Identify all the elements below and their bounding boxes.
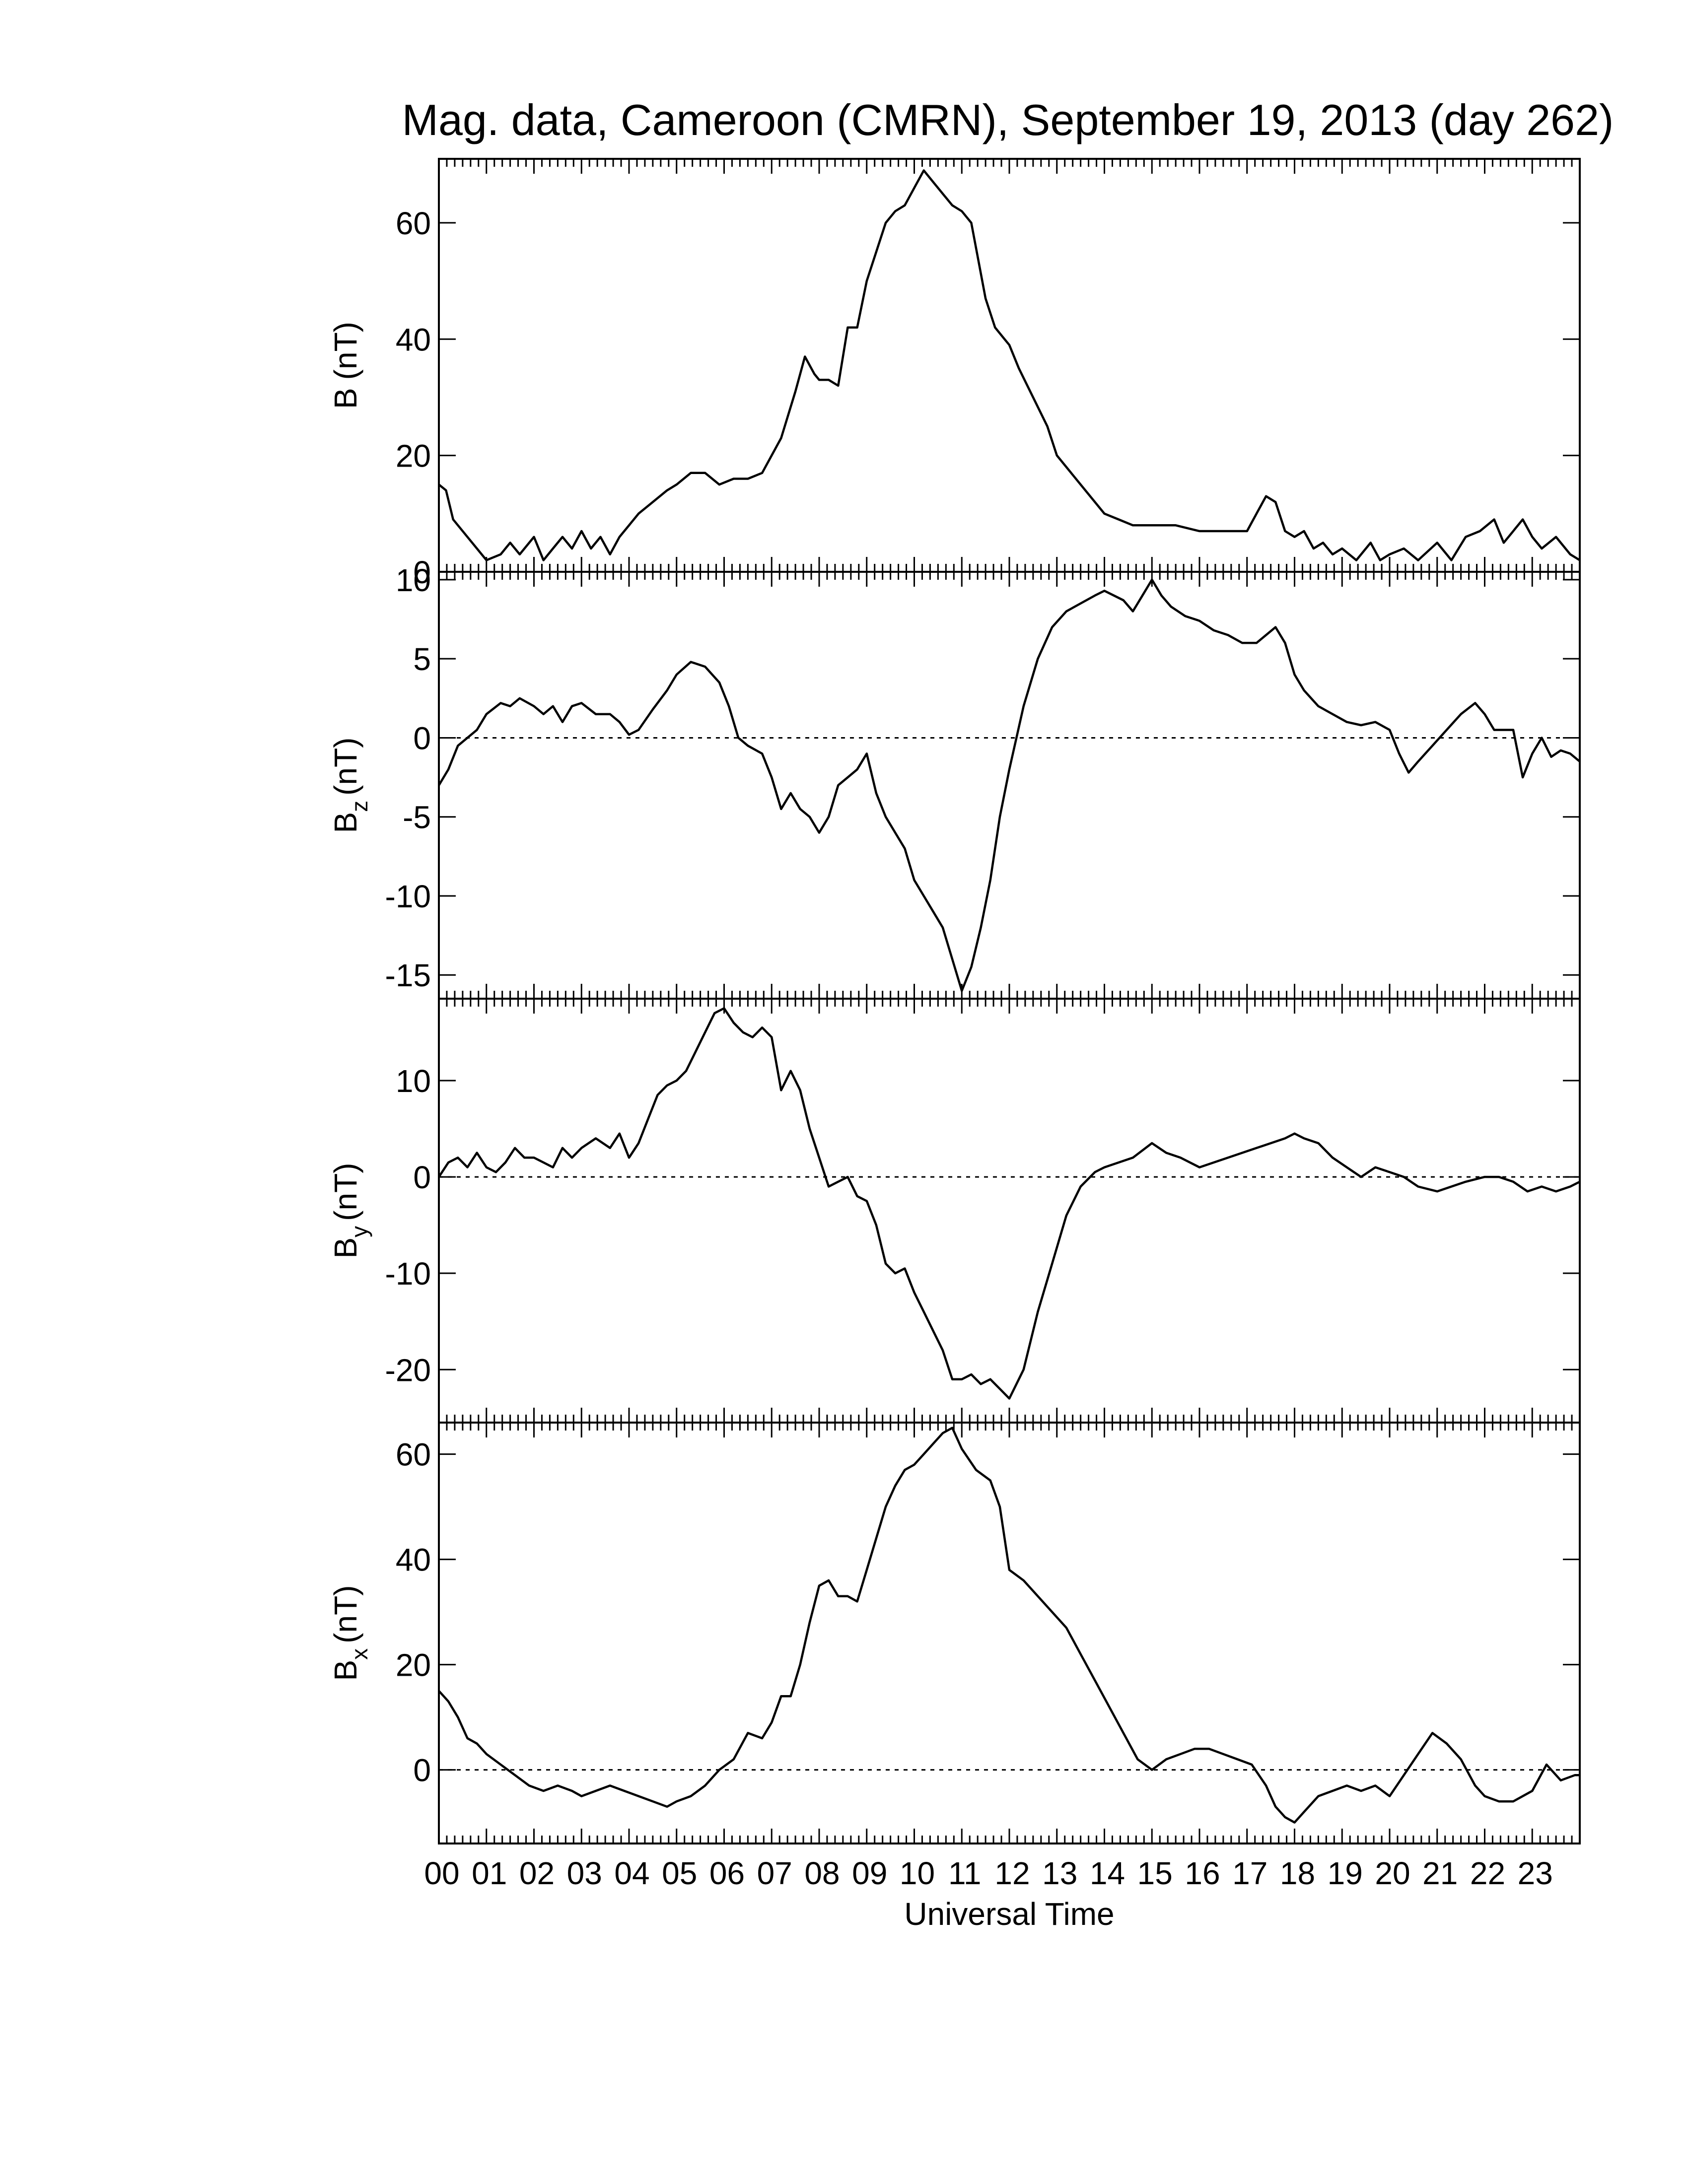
y-tick-label: 0 bbox=[413, 1160, 431, 1195]
x-tick-label: 02 bbox=[519, 1855, 555, 1891]
x-tick-label: 23 bbox=[1518, 1855, 1553, 1891]
series-line-1 bbox=[438, 1427, 1580, 1824]
y-tick-label: 40 bbox=[396, 322, 431, 357]
x-tick-label: 10 bbox=[900, 1855, 935, 1891]
y-tick-label: 60 bbox=[396, 205, 431, 241]
y-tick-label: 60 bbox=[396, 1437, 431, 1473]
y-tick-label: -20 bbox=[385, 1352, 431, 1388]
x-tick-label: 07 bbox=[757, 1855, 792, 1891]
y-tick-label: 20 bbox=[396, 1647, 431, 1683]
x-tick-label: 16 bbox=[1185, 1855, 1220, 1891]
y-tick-label: 20 bbox=[396, 438, 431, 474]
y-axis-title: B (nT) bbox=[328, 322, 363, 409]
panel-3: -20 -10 0 10 By (nT) bbox=[328, 998, 1581, 1424]
x-tick-label: 06 bbox=[709, 1855, 745, 1891]
x-tick-label: 08 bbox=[804, 1855, 840, 1891]
panel-1: 0 20 40 60 B (nT) bbox=[328, 158, 1581, 590]
x-tick-label: 22 bbox=[1470, 1855, 1505, 1891]
panel-frame bbox=[438, 998, 1581, 1424]
y-tick-label: 0 bbox=[413, 1753, 431, 1788]
series-line-1 bbox=[438, 578, 1581, 992]
panels: 0204060B(nT)-15-10-50510Bz(nT)-20-10010B… bbox=[328, 158, 1581, 1844]
panel-frame bbox=[438, 571, 1581, 1000]
y-axis-title-unit: (nT) bbox=[328, 1585, 363, 1643]
y-axis-title-main: B bbox=[328, 388, 363, 409]
y-tick-label: 10 bbox=[396, 562, 431, 598]
y-axis-title: By (nT) bbox=[328, 1163, 372, 1259]
y-tick-label: 0 bbox=[413, 554, 431, 590]
x-axis-tick-labels: 00 01 02 03 04 05 06 07 08 09 10 11 12 13 14 15 16 17 18 19… bbox=[424, 1855, 1552, 1891]
x-tick-label: 21 bbox=[1422, 1855, 1458, 1891]
y-tick-label: -15 bbox=[385, 957, 431, 993]
y-axis-title-unit: (nT) bbox=[328, 322, 363, 380]
y-tick-label: 10 bbox=[396, 1063, 431, 1099]
y-axis-title-subscript: x bbox=[347, 1648, 372, 1660]
panel-4: 0 20 40 60 Bx (nT) bbox=[328, 1422, 1581, 1844]
y-tick-label: 0 bbox=[413, 720, 431, 756]
x-tick-label: 13 bbox=[1042, 1855, 1077, 1891]
series-line-1 bbox=[438, 1007, 1581, 1400]
chart-title: Mag. data, Cameroon (CMRN), September 19… bbox=[402, 95, 1614, 144]
y-tick-label: -10 bbox=[385, 879, 431, 914]
y-axis-title: Bz (nT) bbox=[328, 738, 372, 833]
x-tick-label: 09 bbox=[852, 1855, 887, 1891]
y-axis-title-subscript: y bbox=[347, 1226, 372, 1237]
panel-frame bbox=[438, 158, 1581, 573]
x-tick-label: 14 bbox=[1090, 1855, 1125, 1891]
x-axis-title: Universal Time bbox=[904, 1896, 1114, 1932]
x-tick-label: 00 bbox=[424, 1855, 459, 1891]
x-tick-label: 20 bbox=[1375, 1855, 1410, 1891]
x-tick-label: 15 bbox=[1137, 1855, 1173, 1891]
y-axis-title: Bx (nT) bbox=[328, 1585, 372, 1681]
y-axis-title-main: B bbox=[328, 1660, 363, 1681]
y-tick-label: 40 bbox=[396, 1542, 431, 1578]
x-tick-label: 12 bbox=[994, 1855, 1030, 1891]
y-axis-title-unit: (nT) bbox=[328, 1163, 363, 1221]
x-tick-label: 03 bbox=[567, 1855, 602, 1891]
y-axis-title-subscript: z bbox=[347, 801, 372, 812]
y-axis-title-unit: (nT) bbox=[328, 738, 363, 796]
x-tick-label: 04 bbox=[614, 1855, 649, 1891]
series-line-1 bbox=[438, 169, 1581, 561]
y-axis-title-main: B bbox=[328, 1237, 363, 1259]
y-axis-title-main: B bbox=[328, 812, 363, 833]
panel-2: -15 -10 -5 0 5 10 Bz (nT) bbox=[328, 562, 1581, 1000]
panel-frame bbox=[438, 1422, 1581, 1844]
x-tick-label: 05 bbox=[662, 1855, 697, 1891]
x-tick-label: 18 bbox=[1280, 1855, 1315, 1891]
x-tick-label: 01 bbox=[472, 1855, 507, 1891]
x-tick-label: 17 bbox=[1232, 1855, 1267, 1891]
y-tick-label: 5 bbox=[413, 641, 431, 677]
x-tick-label: 19 bbox=[1328, 1855, 1363, 1891]
y-tick-label: -5 bbox=[403, 800, 431, 835]
x-tick-label: 11 bbox=[948, 1855, 981, 1891]
y-tick-label: -10 bbox=[385, 1256, 431, 1292]
